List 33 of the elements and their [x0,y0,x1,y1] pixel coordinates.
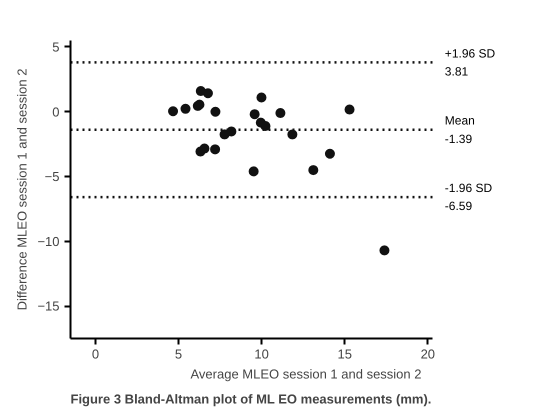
point [248,166,259,176]
y-axis-title: Difference MLEO session 1 and session 2 [14,68,30,310]
point [260,121,270,132]
point [226,126,236,136]
x-tick-label: 20 [420,346,436,362]
caption: Figure 3 Bland-Altman plot of ML EO measurements (mm). [70,392,432,406]
point [379,245,390,256]
point [275,108,286,118]
point [324,148,335,159]
point [168,106,178,116]
point [199,144,210,154]
x-tick-label: 5 [174,346,182,362]
ref-line-label: +1.96 SD 3.81 [444,46,496,78]
y-tick-label: −15 [37,298,60,314]
point [308,165,318,176]
point [344,104,355,115]
x-tick-label: 15 [337,346,352,362]
ref-line-label: -1.96 SD -6.59 [444,181,492,214]
ref-line-label: Mean -1.39 [444,114,475,146]
x-tick-label: 0 [92,346,100,362]
y-tick-label: 0 [52,104,60,120]
point [180,104,191,114]
point [210,144,220,154]
y-tick-label: 5 [52,39,60,54]
x-axis-title: Average MLEO session 1 and session 2 [190,366,422,382]
point [287,129,298,140]
x-tick-label: 10 [254,346,269,362]
point [256,92,266,102]
point [202,88,213,98]
point [250,109,260,120]
point [210,106,220,117]
y-tick-label: −10 [37,234,60,249]
y-tick-label: −5 [44,169,60,184]
